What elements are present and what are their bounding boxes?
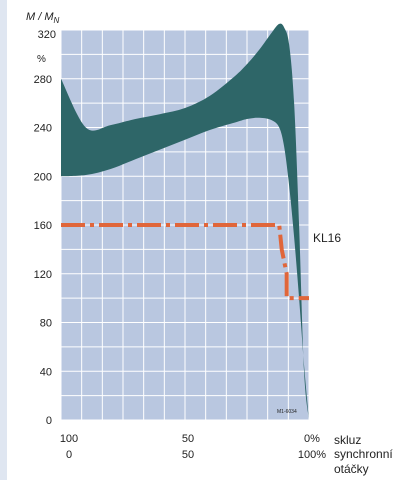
y-tick-label: 200 (34, 171, 52, 183)
y-tick-label: 0 (46, 415, 52, 427)
y-tick-label: 320 (38, 29, 56, 41)
x-axis-label-skluz: skluz (334, 433, 361, 447)
y-tick-labels: 0 40 80 120 160 200 240 280 320 (34, 29, 56, 427)
x-tick-label: 50 (182, 449, 194, 461)
y-axis-unit: % (37, 54, 46, 65)
series-line-kl16 (61, 223, 309, 301)
y-tick-label: 280 (34, 74, 52, 86)
x-axis-label-synchronni: synchronní (334, 447, 393, 461)
left-margin-band (0, 0, 7, 480)
series-label-kl16: KL16 (313, 231, 341, 245)
x-tick-label: 0% (304, 433, 320, 445)
x-tick-label: 0 (66, 449, 72, 461)
x-tick-label: 50 (182, 433, 194, 445)
y-axis-label: M / MN (26, 11, 60, 25)
x-axis-label-otacky: otáčky (334, 462, 369, 476)
y-tick-label: 80 (40, 318, 52, 330)
x-tick-label: 100 (60, 433, 78, 445)
x-tick-labels: 100 50 0% 0 50 100% (60, 433, 326, 461)
y-tick-label: 160 (34, 220, 52, 232)
y-tick-label: 240 (34, 123, 52, 135)
x-tick-label: 100% (298, 449, 326, 461)
y-tick-label: 40 (40, 366, 52, 378)
y-tick-label: 120 (34, 269, 52, 281)
torque-band (61, 23, 309, 421)
figure-code: M1-6034 (277, 409, 297, 415)
